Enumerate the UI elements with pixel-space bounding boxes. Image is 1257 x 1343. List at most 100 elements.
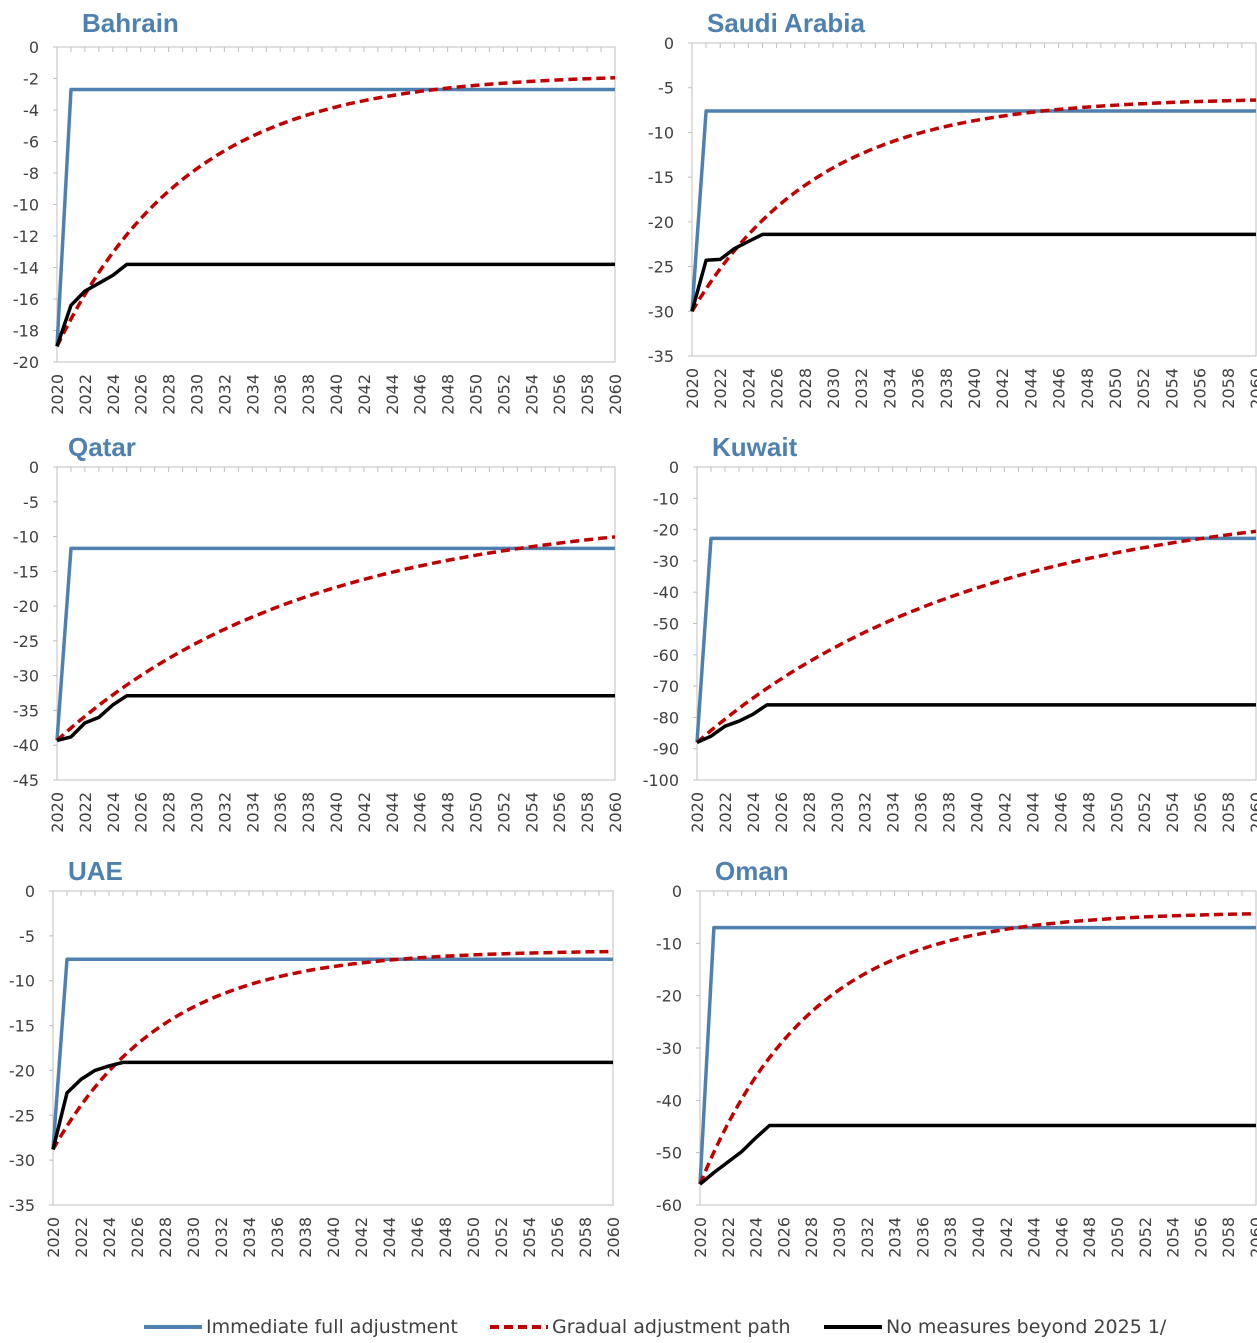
y-tick-label: -4 <box>23 101 39 120</box>
chart-panel-kuwait: 0 -10 -20 -30 -40 -50 -60 -70 -80 -90 -100 2020 2022… <box>643 432 1257 833</box>
x-tick-label: 2036 <box>913 1217 932 1258</box>
y-tick-label: -40 <box>13 736 39 755</box>
y-tick-label: -14 <box>13 259 39 278</box>
chart-title: Kuwait <box>712 432 798 462</box>
x-tick-label: 2032 <box>215 374 234 415</box>
legend-label-no-measures: No measures beyond 2025 1/ <box>886 1316 1167 1338</box>
x-tick-label: 2060 <box>606 792 625 833</box>
y-tick-label: -30 <box>13 667 39 686</box>
y-tick-label: -18 <box>13 322 39 341</box>
x-tick-label: 2042 <box>355 374 374 415</box>
y-tick-label: -35 <box>648 347 674 366</box>
x-tick-label: 2028 <box>796 368 815 409</box>
x-tick-label: 2060 <box>606 374 625 415</box>
x-tick-label: 2044 <box>380 1217 399 1258</box>
x-tick-label: 2046 <box>408 1217 427 1258</box>
x-tick-label: 2046 <box>1052 1217 1071 1258</box>
x-tick-label: 2044 <box>1023 792 1042 833</box>
x-tick-label: 2034 <box>240 1217 259 1258</box>
y-tick-label: -15 <box>9 1017 35 1036</box>
y-tick-label: -12 <box>13 227 39 246</box>
y-tick-label: -60 <box>653 646 679 665</box>
x-tick-label: 2038 <box>296 1217 315 1258</box>
series-line-immediate <box>690 109 1256 312</box>
x-tick-label: 2036 <box>271 792 290 833</box>
x-tick-label: 2024 <box>104 792 123 833</box>
x-tick-label: 2056 <box>550 792 569 833</box>
x-tick-label: 2032 <box>212 1217 231 1258</box>
x-tick-label: 2056 <box>1191 1217 1210 1258</box>
x-tick-label: 2052 <box>1136 1217 1155 1258</box>
legend-line-immediate-icon <box>144 1325 202 1329</box>
x-tick-label: 2046 <box>1051 792 1070 833</box>
y-tick-label: -10 <box>9 972 35 991</box>
x-tick-label: 2030 <box>830 1217 849 1258</box>
y-tick-label: -50 <box>653 615 679 634</box>
plot-area <box>56 466 616 781</box>
x-tick-label: 2032 <box>858 1217 877 1258</box>
x-tick-label: 2052 <box>494 374 513 415</box>
x-tick-label: 2026 <box>774 1217 793 1258</box>
y-tick-label: -10 <box>13 528 39 547</box>
x-tick-label: 2022 <box>76 374 95 415</box>
series-line-no-measures <box>56 694 615 743</box>
y-tick-label: -20 <box>656 987 682 1006</box>
x-tick-label: 2026 <box>132 374 151 415</box>
series-line-no-measures <box>698 1123 1256 1186</box>
x-tick-label: 2040 <box>324 1217 343 1258</box>
y-tick-label: -30 <box>648 302 674 321</box>
series-line-no-measures <box>55 262 615 347</box>
series-line-no-measures <box>51 1060 613 1150</box>
y-tick-label: -20 <box>648 213 674 232</box>
x-tick-label: 2052 <box>492 1217 511 1258</box>
y-tick-label: -10 <box>653 489 679 508</box>
chart-title: Qatar <box>68 432 136 462</box>
chart-panel-uae: 0 -5 -10 -15 -20 -25 -30 -35 2020 2022 2024 2026 202… <box>9 856 623 1258</box>
x-tick-label: 2040 <box>968 792 987 833</box>
x-tick-label: 2044 <box>1025 1217 1044 1258</box>
x-tick-label: 2054 <box>1164 1217 1183 1258</box>
y-tick-label: -100 <box>643 771 679 790</box>
x-tick-label: 2044 <box>383 792 402 833</box>
y-tick-label: -35 <box>13 701 39 720</box>
x-tick-label: 2028 <box>160 792 179 833</box>
legend-label-immediate: Immediate full adjustment <box>206 1316 458 1338</box>
y-tick-label: -25 <box>648 258 674 277</box>
x-tick-label: 2054 <box>522 374 541 415</box>
series-line-immediate <box>55 546 615 741</box>
y-tick-label: -45 <box>13 771 39 790</box>
y-tick-label: -15 <box>648 168 674 187</box>
x-tick-label: 2030 <box>188 374 207 415</box>
x-tick-label: 2034 <box>884 792 903 833</box>
x-tick-label: 2030 <box>184 1217 203 1258</box>
x-tick-label: 2046 <box>1050 368 1069 409</box>
x-tick-label: 2034 <box>243 374 262 415</box>
y-tick-label: -5 <box>23 493 39 512</box>
y-tick-label: -20 <box>13 353 39 372</box>
series-line-gradual <box>690 98 1257 313</box>
x-tick-label: 2054 <box>522 792 541 833</box>
x-tick-label: 2020 <box>691 1217 710 1258</box>
x-tick-label: 2060 <box>1247 792 1257 833</box>
series-line-immediate <box>695 536 1256 743</box>
y-tick-label: -2 <box>23 70 39 89</box>
x-tick-label: 2042 <box>993 368 1012 409</box>
x-tick-label: 2020 <box>44 1217 63 1258</box>
plot-area <box>699 890 1257 1206</box>
y-tick-label: -90 <box>653 740 679 759</box>
y-tick-label: -5 <box>658 79 674 98</box>
x-tick-label: 2026 <box>772 792 791 833</box>
x-tick-label: 2050 <box>1108 1217 1127 1258</box>
x-tick-label: 2036 <box>912 792 931 833</box>
x-tick-label: 2048 <box>436 1217 455 1258</box>
series-line-immediate <box>51 957 613 1150</box>
x-tick-label: 2022 <box>72 1217 91 1258</box>
x-tick-label: 2038 <box>940 792 959 833</box>
x-tick-label: 2028 <box>802 1217 821 1258</box>
y-tick-label: -40 <box>653 583 679 602</box>
x-tick-label: 2056 <box>1191 368 1210 409</box>
x-tick-label: 2042 <box>997 1217 1016 1258</box>
x-tick-label: 2048 <box>439 792 458 833</box>
x-tick-label: 2048 <box>1079 792 1098 833</box>
x-tick-label: 2030 <box>828 792 847 833</box>
